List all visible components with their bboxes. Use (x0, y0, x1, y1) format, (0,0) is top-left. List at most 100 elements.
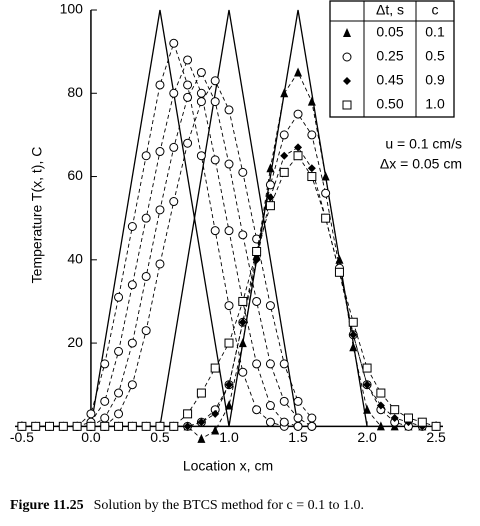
marker (224, 338, 234, 348)
marker (114, 292, 124, 302)
marker (293, 396, 303, 406)
marker (210, 97, 220, 107)
marker (127, 338, 137, 348)
marker (127, 222, 137, 231)
marker (196, 67, 206, 77)
marker (225, 380, 233, 389)
marker (141, 213, 151, 223)
marker (265, 401, 275, 411)
marker (266, 163, 275, 173)
y-tick-label: 60 (67, 167, 83, 183)
marker (224, 159, 234, 169)
marker (252, 296, 262, 306)
marker (307, 421, 317, 431)
x-axis-label: Location x, cm (183, 458, 273, 474)
marker (321, 171, 330, 181)
marker (307, 172, 317, 182)
marker (183, 55, 193, 65)
marker (363, 404, 372, 414)
marker (238, 167, 248, 177)
marker (210, 155, 220, 165)
legend: Δt, s c 0.05 0.1 0.25 0.5 0.45 0.9 0.50 1.0 (329, 0, 455, 118)
marker (252, 405, 262, 415)
marker (127, 380, 137, 390)
marker (293, 413, 303, 423)
series-line (90, 9, 230, 427)
y-tick-label: 80 (67, 84, 83, 100)
marker (225, 400, 233, 410)
marker (114, 346, 124, 356)
marker (280, 88, 289, 98)
marker (155, 259, 165, 269)
marker (196, 151, 206, 161)
x-tick-label: 2.0 (357, 429, 377, 445)
marker (279, 359, 289, 369)
marker (307, 413, 317, 423)
marker (238, 338, 247, 348)
marker (279, 396, 289, 406)
marker (100, 413, 110, 423)
y-tick-label: 20 (67, 334, 83, 350)
marker (376, 421, 385, 431)
marker (349, 330, 358, 339)
legend-marker (342, 52, 352, 62)
marker (100, 396, 110, 406)
marker (155, 147, 165, 157)
marker (279, 167, 289, 177)
legend-cell: 0.25 (376, 48, 403, 64)
caption: Figure 11.25 Solution by the BTCS method … (10, 498, 364, 513)
marker (238, 318, 247, 327)
series-line (76, 41, 312, 427)
x-tick-label: 1.5 (288, 429, 308, 445)
marker (31, 421, 41, 431)
marker (238, 230, 248, 240)
marker (279, 130, 289, 140)
marker (265, 359, 275, 369)
caption-label: Figure 11.25 (10, 498, 84, 513)
marker (155, 80, 165, 90)
marker (417, 417, 427, 427)
annotation: Δx = 0.05 cm (380, 156, 462, 172)
marker (265, 301, 275, 311)
marker (266, 193, 275, 202)
marker (376, 401, 385, 410)
marker (155, 421, 165, 431)
marker (72, 421, 82, 431)
marker (141, 326, 151, 336)
marker (348, 317, 358, 327)
marker (294, 67, 303, 77)
marker (169, 421, 179, 431)
marker (431, 421, 441, 431)
marker (183, 422, 192, 431)
marker (211, 425, 220, 435)
legend-cell: 0.5 (425, 48, 445, 64)
x-tick-label: -0.5 (10, 429, 34, 445)
marker (210, 76, 220, 86)
caption-text: Solution by the BTCS method for c = 0.1 … (94, 498, 364, 513)
marker (280, 151, 289, 160)
marker (183, 138, 193, 148)
marker (17, 421, 27, 431)
series-line (159, 9, 299, 427)
marker (224, 301, 234, 311)
marker (265, 417, 275, 427)
marker (238, 367, 248, 377)
legend-cell: 1.0 (425, 96, 445, 112)
marker (196, 388, 206, 398)
marker (210, 363, 220, 373)
marker (196, 97, 206, 107)
marker (403, 413, 413, 423)
marker (363, 380, 372, 389)
marker (279, 417, 289, 427)
marker (127, 280, 137, 290)
marker (169, 197, 179, 207)
marker (293, 151, 303, 161)
marker (349, 342, 358, 352)
marker (141, 271, 151, 281)
marker (210, 226, 220, 236)
marker (265, 180, 275, 190)
x-tick-label: 1.0 (219, 429, 239, 445)
marker (307, 96, 316, 106)
marker (169, 38, 179, 48)
marker (224, 105, 234, 115)
